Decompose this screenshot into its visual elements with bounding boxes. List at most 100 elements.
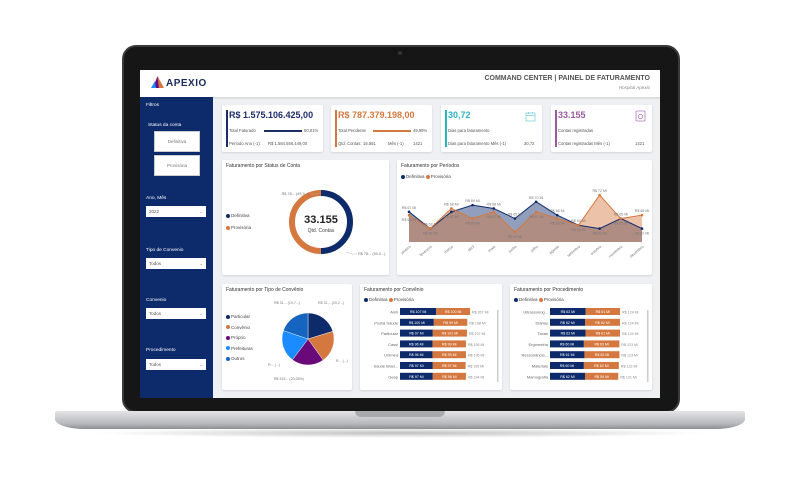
bar-provisoria[interactable] <box>432 329 467 337</box>
bar-label: R$ 60 Mi <box>560 364 575 368</box>
bar-provisoria[interactable] <box>433 318 468 326</box>
legend-provisoria[interactable]: Provisória <box>226 225 251 230</box>
data-point[interactable] <box>407 213 411 217</box>
data-label: R$ 65 Mi <box>614 213 629 217</box>
tipo-convenio-dropdown[interactable]: Todos ⌄ <box>146 258 206 269</box>
legend-convênio[interactable]: Convênio <box>226 325 250 330</box>
ano-dropdown[interactable]: 2022 ⌄ <box>146 206 206 217</box>
bar-definitiva[interactable] <box>400 362 433 369</box>
data-point[interactable] <box>450 210 453 214</box>
bar-label: R$ 99 Mi <box>443 321 458 325</box>
total-label: R$ 194 Mi <box>468 375 485 379</box>
bar-label: R$ 96 Mi <box>409 342 424 346</box>
bar-definitiva[interactable] <box>400 329 433 337</box>
chevron-down-icon: ⌄ <box>199 209 203 214</box>
kpi-sub-value: 1421 <box>635 141 645 146</box>
donut-center-label: Qtd. Contas <box>308 228 335 234</box>
bar-definitiva[interactable] <box>550 362 584 369</box>
bar-definitiva[interactable] <box>400 351 433 359</box>
legend-próprio[interactable]: Próprio <box>226 335 246 340</box>
page-subtitle: Hospital Apexio <box>618 85 650 90</box>
legend-definitiva[interactable]: Definitiva <box>226 213 250 218</box>
bar-definitiva[interactable] <box>550 351 585 359</box>
bar-definitiva[interactable] <box>550 329 586 337</box>
bar-definitiva[interactable] <box>400 372 433 380</box>
data-point[interactable] <box>534 200 538 204</box>
data-point[interactable] <box>619 217 623 220</box>
data-point[interactable] <box>407 210 411 214</box>
scrollbar[interactable] <box>497 310 499 382</box>
bar-provisoria[interactable] <box>584 351 620 359</box>
bar-label: R$ 99 Mi <box>442 342 457 346</box>
bar-provisoria[interactable] <box>585 308 620 315</box>
bar-provisoria[interactable] <box>583 340 620 348</box>
pie-label: R$ 315... (20,05%) <box>274 377 304 381</box>
bar-provisoria[interactable] <box>585 372 619 380</box>
status-definitiva-button[interactable]: Definitiva <box>154 131 200 152</box>
bar-label: R$ 60 Mi <box>560 342 575 346</box>
data-point[interactable] <box>471 217 474 220</box>
header: APEXIO COMMAND CENTER | PAINEL DE FATURA… <box>140 70 660 97</box>
convenio-dropdown[interactable]: Todos ⌄ <box>146 308 206 319</box>
data-point[interactable] <box>534 210 538 214</box>
bar-label: R$ 61 Mi <box>596 310 611 314</box>
total-label: R$ 124 Mi <box>622 311 639 315</box>
procedimento-dropdown[interactable]: Todos ⌄ <box>146 359 206 370</box>
data-point[interactable] <box>555 213 559 217</box>
data-point[interactable] <box>492 210 496 214</box>
bar-definitiva[interactable] <box>550 372 585 380</box>
scrollbar[interactable] <box>647 310 649 382</box>
bar-definitiva[interactable] <box>400 318 434 326</box>
data-point[interactable] <box>492 207 496 210</box>
data-point[interactable] <box>640 227 644 230</box>
bar-provisoria[interactable] <box>583 362 619 369</box>
total-label: R$ 197 Mi <box>469 332 486 336</box>
legend-outros[interactable]: Outros <box>226 356 245 361</box>
data-point[interactable] <box>640 213 644 217</box>
data-point[interactable] <box>428 227 432 230</box>
kpi-sub-value: 30,72 <box>524 141 535 146</box>
data-point[interactable] <box>513 217 517 220</box>
data-point[interactable] <box>555 217 559 220</box>
chart-title: Faturamento por Status de Conta <box>226 163 301 169</box>
legend-particular[interactable]: Particular <box>226 314 250 319</box>
bar-provisoria[interactable] <box>436 308 470 315</box>
data-label: R$ 66 Mi <box>550 209 565 213</box>
data-point[interactable] <box>471 203 474 207</box>
data-point[interactable] <box>598 227 601 230</box>
bar-provisoria[interactable] <box>432 340 466 348</box>
bar-provisoria[interactable] <box>432 351 466 359</box>
filter-label-procedimento: Procedimento <box>146 348 176 353</box>
kpi-value: R$ 1.575.106.425,00 <box>229 110 314 120</box>
procedimento-bar-chart: Ultrassonog... R$ 63 Mi R$ 61 Mi R$ 124 Mi D… <box>522 308 649 382</box>
bar-label: R$ 63 Mi <box>561 332 576 336</box>
data-label: R$ 62 Mi <box>635 232 650 236</box>
bar-definitiva[interactable] <box>550 318 585 326</box>
data-point[interactable] <box>577 223 580 227</box>
total-label: R$ 121 Mi <box>620 375 637 379</box>
data-point[interactable] <box>513 230 517 234</box>
pie-slice-outros[interactable] <box>283 312 309 340</box>
data-point[interactable] <box>598 193 601 197</box>
bar-label: R$ 101 Mi <box>442 332 459 336</box>
status-provisoria-button[interactable]: Provisória <box>154 155 200 176</box>
bar-provisoria[interactable] <box>432 372 466 380</box>
bar-label: R$ 97 Mi <box>442 364 457 368</box>
bar-definitiva[interactable] <box>550 340 584 348</box>
bar-definitiva[interactable] <box>550 308 586 315</box>
legend: Definitiva Provisória <box>364 297 414 302</box>
kpi-sub-label: Qtd. Contas: <box>338 141 362 146</box>
apexio-logo-icon <box>151 76 164 88</box>
procedimento-card: Faturamento por Procedimento Definitiva … <box>510 284 652 390</box>
bar-provisoria[interactable] <box>432 362 466 369</box>
legend-label: Particular <box>231 314 251 319</box>
legend-prefeituras[interactable]: Prefeituras <box>226 346 253 351</box>
data-point[interactable] <box>450 207 453 210</box>
total-label: R$ 122 Mi <box>621 365 638 369</box>
kpi-sub-value: 16.581 <box>363 141 376 146</box>
bar-definitiva[interactable] <box>400 308 437 315</box>
bar-definitiva[interactable] <box>400 340 433 348</box>
bar-provisoria[interactable] <box>585 318 620 326</box>
category-label: Particular <box>381 331 399 336</box>
bar-provisoria[interactable] <box>585 329 620 337</box>
